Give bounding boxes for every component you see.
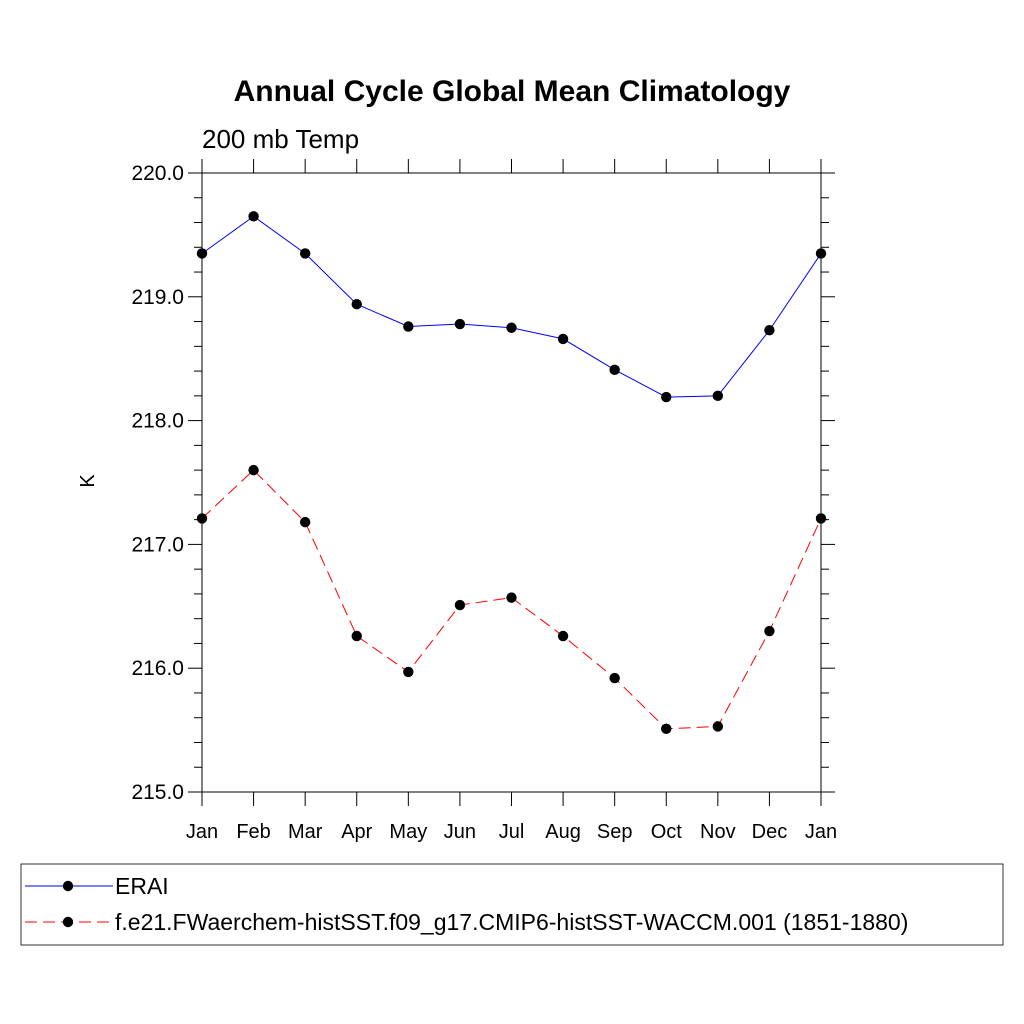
y-tick-label: 216.0 <box>131 657 184 680</box>
data-point-series-1 <box>454 599 466 611</box>
data-point-series-0 <box>661 391 672 403</box>
x-tick-label: Jan <box>186 821 218 843</box>
x-tick-label: Aug <box>545 821 581 843</box>
y-tick-label: 217.0 <box>131 533 184 556</box>
data-point-series-0 <box>403 321 414 332</box>
chart-subtitle: 200 mb Temp <box>202 124 359 154</box>
series-layer <box>196 211 827 735</box>
y-tick-label: 219.0 <box>131 286 184 309</box>
data-point-series-1 <box>196 513 208 524</box>
data-point-series-1 <box>764 625 775 637</box>
x-tick-label: Oct <box>651 821 683 843</box>
data-point-series-0 <box>712 390 724 402</box>
data-point-series-0 <box>764 325 775 336</box>
data-point-series-1 <box>609 672 620 684</box>
legend-box <box>20 863 1004 946</box>
data-point-series-0 <box>299 248 311 259</box>
data-point-series-1 <box>712 721 724 732</box>
x-tick-label: Jan <box>805 821 837 843</box>
data-point-series-1 <box>815 513 827 524</box>
legend-entry-model: f.e21.FWaerchem-histSST.f09_g17.CMIP6-hi… <box>25 909 908 935</box>
data-point-series-0 <box>248 211 259 222</box>
y-tick-label: 218.0 <box>131 410 184 433</box>
x-tick-label: Mar <box>288 821 323 843</box>
legend-marker-erai <box>62 880 74 892</box>
x-tick-label: Jun <box>444 821 476 843</box>
x-tick-label: Nov <box>700 821 736 843</box>
chart-title: Annual Cycle Global Mean Climatology <box>234 75 791 108</box>
x-tick-label: May <box>389 821 427 843</box>
y-tick-label: 215.0 <box>131 781 184 804</box>
data-point-series-1 <box>248 464 259 476</box>
legend: ERAI f.e21.FWaerchem-histSST.f09_g17.CMI… <box>20 863 1004 946</box>
data-point-series-1 <box>661 723 672 735</box>
legend-entry-erai: ERAI <box>25 873 169 899</box>
x-tick-label: Feb <box>236 821 270 843</box>
x-tick-label: Jul <box>499 821 525 843</box>
legend-label-model: f.e21.FWaerchem-histSST.f09_g17.CMIP6-hi… <box>115 909 908 935</box>
y-axis-label: K <box>77 474 99 488</box>
x-tick-label: Sep <box>597 821 633 843</box>
data-point-series-0 <box>196 248 208 259</box>
data-point-series-1 <box>403 666 414 678</box>
data-point-series-1 <box>351 630 362 642</box>
series-line-0 <box>201 215 822 398</box>
legend-label-erai: ERAI <box>115 873 169 899</box>
data-point-series-0 <box>609 364 620 376</box>
x-tick-label: Apr <box>341 821 372 843</box>
data-point-series-0 <box>351 299 362 310</box>
axes: 215.0 216.0 217.0 218.0 219.0 220.0 Jan Feb Mar A… <box>131 159 837 843</box>
data-point-series-1 <box>506 592 517 603</box>
data-point-series-1 <box>299 516 311 528</box>
data-point-series-0 <box>454 318 466 330</box>
plot-frame <box>201 172 822 793</box>
legend-marker-model <box>62 916 74 928</box>
data-point-series-0 <box>815 248 827 259</box>
data-point-series-0 <box>506 322 517 333</box>
data-point-series-0 <box>557 333 569 345</box>
x-tick-label: Dec <box>752 821 788 843</box>
data-point-series-1 <box>557 630 569 642</box>
y-tick-label: 220.0 <box>131 162 184 185</box>
